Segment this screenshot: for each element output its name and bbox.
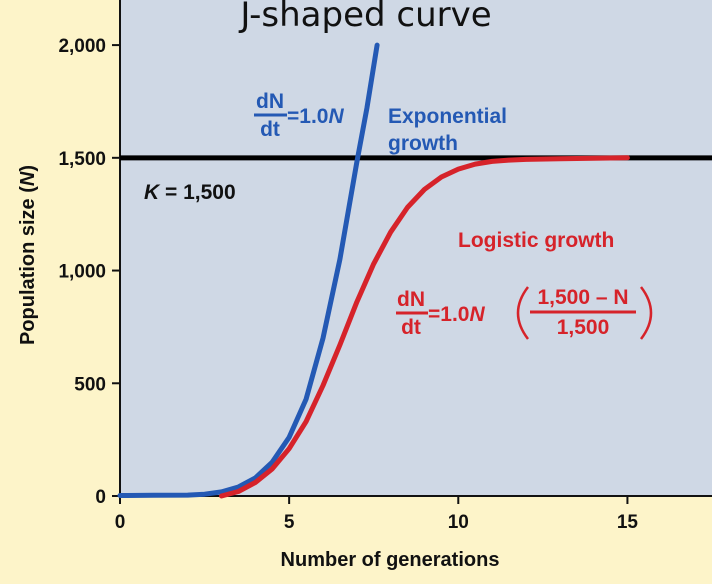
exp-eq-rhs-variable: N bbox=[328, 105, 344, 128]
log-eq-rhs: =1.0N bbox=[428, 303, 485, 326]
carrying-capacity-value: = 1,500 bbox=[165, 181, 236, 204]
y-tick-label: 500 bbox=[74, 374, 106, 395]
x-tick-label: 0 bbox=[115, 512, 126, 533]
exponential-equation: dN dt =1.0N bbox=[254, 90, 344, 141]
x-axis-ticks: 0 5 10 15 bbox=[115, 496, 639, 533]
exponential-growth-series-line bbox=[117, 42, 380, 498]
y-axis-label-paren-close: ) bbox=[17, 165, 39, 172]
exp-eq-denominator: dt bbox=[260, 118, 280, 141]
exp-eq-rhs-number: =1.0 bbox=[287, 105, 328, 128]
log-eq-numerator: dN bbox=[397, 288, 425, 311]
carrying-capacity-label: K = 1,500 bbox=[144, 181, 236, 204]
y-tick-label: 2,000 bbox=[58, 36, 106, 57]
logistic-growth-series-line bbox=[219, 155, 630, 499]
y-tick-label: 0 bbox=[95, 487, 106, 508]
exp-eq-rhs: =1.0N bbox=[287, 105, 344, 128]
y-axis-label: Population size (N) bbox=[17, 165, 39, 345]
logistic-equation: dN dt =1.0N 1,500 – N 1,500 bbox=[396, 286, 653, 340]
y-axis-ticks: 0 500 1,000 1,500 2,000 bbox=[58, 36, 120, 508]
y-axis-label-variable: N bbox=[17, 171, 39, 186]
exponential-growth-label-line2: growth bbox=[388, 132, 458, 155]
y-axis-label-paren-open: ( bbox=[17, 186, 39, 193]
log-eq-left-paren bbox=[516, 286, 529, 340]
log-eq-denominator: dt bbox=[401, 316, 421, 339]
log-eq-inner-denominator: 1,500 bbox=[557, 316, 610, 339]
exp-eq-numerator: dN bbox=[256, 90, 284, 113]
logistic-growth-label: Logistic growth bbox=[458, 229, 614, 252]
exponential-growth-label-line1: Exponential bbox=[388, 105, 507, 128]
x-tick-label: 10 bbox=[448, 512, 469, 533]
log-eq-rhs-variable: N bbox=[469, 303, 485, 326]
chart-title: J-shaped curve bbox=[238, 0, 491, 35]
x-axis-label: Number of generations bbox=[281, 549, 500, 571]
log-eq-rhs-number: =1.0 bbox=[428, 303, 469, 326]
y-tick-label: 1,000 bbox=[58, 262, 106, 283]
carrying-capacity-variable: K bbox=[144, 181, 161, 204]
y-axis-label-text: Population size bbox=[17, 198, 39, 345]
plot-area-background bbox=[120, 0, 712, 496]
y-tick-label: 1,500 bbox=[58, 149, 106, 170]
log-eq-right-paren bbox=[640, 286, 653, 340]
x-tick-label: 15 bbox=[617, 512, 639, 533]
x-tick-label: 5 bbox=[284, 512, 295, 533]
log-eq-inner-numerator: 1,500 – N bbox=[537, 286, 628, 309]
